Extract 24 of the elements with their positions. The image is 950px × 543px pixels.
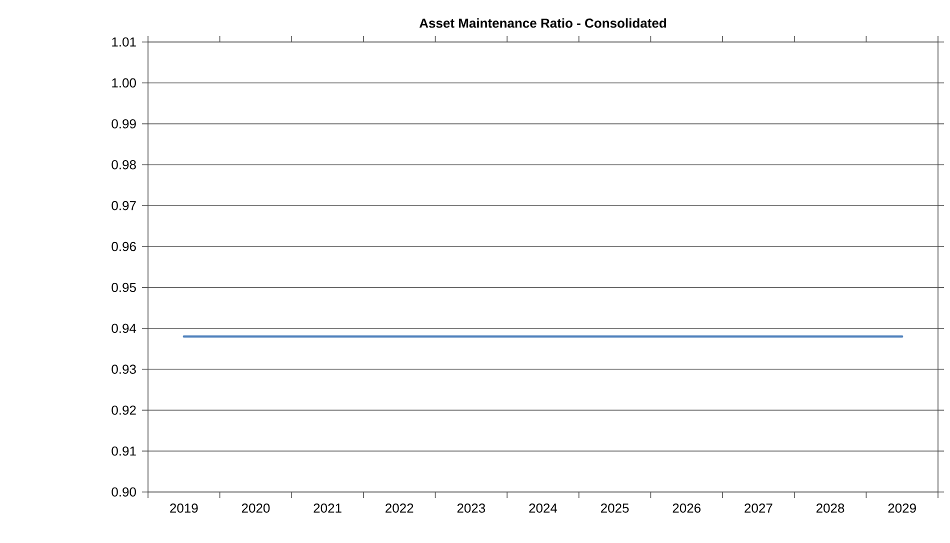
- y-tick-label: 0.97: [112, 201, 136, 210]
- x-tick-label: 2021: [314, 504, 342, 513]
- x-tick-label: 2022: [386, 504, 414, 513]
- x-tick-label: 2023: [457, 504, 486, 513]
- y-tick-label: 0.95: [112, 282, 136, 292]
- y-tick-label: 0.92: [112, 406, 136, 415]
- chart-title: Asset Maintenance Ratio - Consolidated: [419, 18, 666, 28]
- y-tick-label: 0.91: [112, 446, 136, 456]
- y-tick-label: 1.01: [112, 37, 136, 47]
- x-tick-label: 2027: [744, 504, 772, 513]
- x-tick-label: 2025: [601, 504, 629, 513]
- y-tick-label: 0.90: [112, 487, 136, 497]
- x-tick-label: 2026: [672, 504, 701, 513]
- y-tick-label: 0.93: [112, 364, 136, 374]
- x-tick-label: 2029: [888, 504, 916, 513]
- y-tick-label: 0.94: [112, 324, 136, 333]
- y-tick-label: 1.00: [112, 78, 136, 88]
- x-tick-label: 2020: [242, 504, 270, 513]
- x-tick-label: 2019: [170, 504, 198, 513]
- y-tick-label: 0.99: [112, 119, 136, 128]
- y-tick-label: 0.96: [112, 242, 136, 252]
- x-tick-label: 2024: [529, 504, 558, 513]
- x-tick-label: 2028: [816, 504, 844, 513]
- y-tick-label: 0.98: [112, 160, 136, 170]
